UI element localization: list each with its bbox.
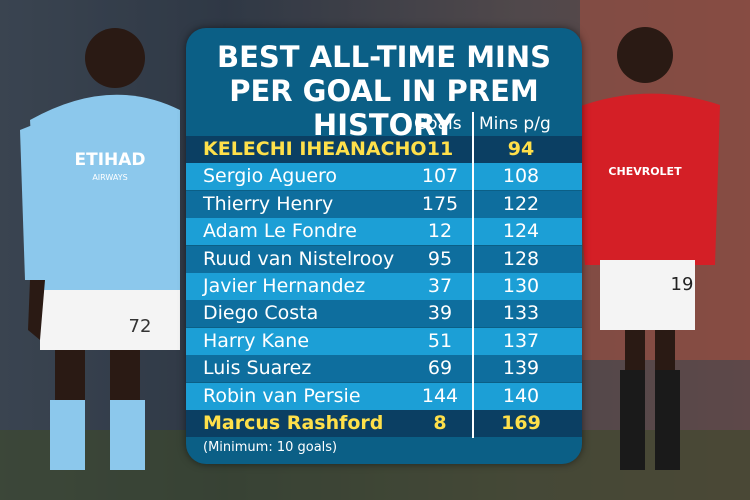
- table-row: KELECHI IHEANACHO 11 94: [186, 136, 582, 163]
- mins-per-goal: 137: [502, 329, 540, 352]
- goals: 107: [421, 165, 459, 188]
- stats-card: BEST ALL-TIME MINS PER GOAL IN PREM HIST…: [186, 28, 582, 464]
- column-header: Goals: [414, 114, 462, 134]
- mins-per-goal: 169: [501, 412, 541, 434]
- goals: 144: [421, 384, 459, 407]
- player-name: Ruud van Nistelrooy: [203, 247, 395, 270]
- mins-per-goal: 124: [502, 220, 540, 243]
- table-row: Adam Le Fondre 12 124: [186, 218, 582, 246]
- footnote: (Minimum: 10 goals): [203, 440, 338, 455]
- goals: 39: [427, 302, 453, 325]
- table-row: Marcus Rashford 8 169: [186, 410, 582, 437]
- player-name: Harry Kane: [203, 329, 310, 352]
- player-name: Luis Suarez: [203, 357, 312, 380]
- table-row: Robin van Persie 144 140: [186, 382, 582, 410]
- player-name: Robin van Persie: [203, 384, 361, 407]
- mins-per-goal: 94: [507, 138, 535, 160]
- right-sponsor: CHEVROLET: [608, 165, 682, 178]
- player-name: Thierry Henry: [203, 192, 334, 215]
- player-name: Javier Hernandez: [203, 275, 366, 297]
- left-sponsor-sub: AIRWAYS: [92, 173, 127, 182]
- left-number: 72: [129, 316, 152, 337]
- goals: 12: [427, 220, 453, 243]
- table-row: Luis Suarez 69 139: [186, 355, 582, 383]
- goals: 95: [427, 247, 453, 270]
- goals: 8: [433, 412, 447, 434]
- goals: 69: [427, 357, 453, 380]
- mins-per-goal: 130: [502, 275, 540, 297]
- table-row: Diego Costa 39 133: [186, 300, 582, 328]
- player-name: KELECHI IHEANACHO: [203, 138, 427, 160]
- goals: 175: [421, 192, 459, 215]
- table-row: Sergio Aguero 107 108: [186, 163, 582, 191]
- mins-per-goal: 108: [502, 165, 540, 188]
- goals: 37: [427, 275, 453, 297]
- table-row: Thierry Henry 175 122: [186, 190, 582, 218]
- mins-per-goal: 139: [502, 357, 540, 380]
- player-name: Diego Costa: [203, 302, 319, 325]
- mins-per-goal: 140: [502, 384, 540, 407]
- mins-per-goal: 122: [502, 192, 540, 215]
- right-number: 19: [671, 274, 694, 295]
- table-row: Harry Kane 51 137: [186, 327, 582, 355]
- mins-per-goal: 133: [502, 302, 540, 325]
- table-row: Ruud van Nistelrooy 95 128: [186, 245, 582, 273]
- column-header: Mins p/g: [479, 114, 551, 134]
- table-row: Javier Hernandez 37 130: [186, 273, 582, 300]
- column-divider: [472, 112, 474, 438]
- player-name: Adam Le Fondre: [203, 220, 357, 243]
- left-sponsor: ETIHAD: [74, 150, 145, 170]
- goals: 51: [427, 329, 453, 352]
- player-name: Marcus Rashford: [203, 412, 384, 434]
- player-name: Sergio Aguero: [203, 165, 338, 188]
- mins-per-goal: 128: [502, 247, 540, 270]
- goals: 11: [426, 138, 454, 160]
